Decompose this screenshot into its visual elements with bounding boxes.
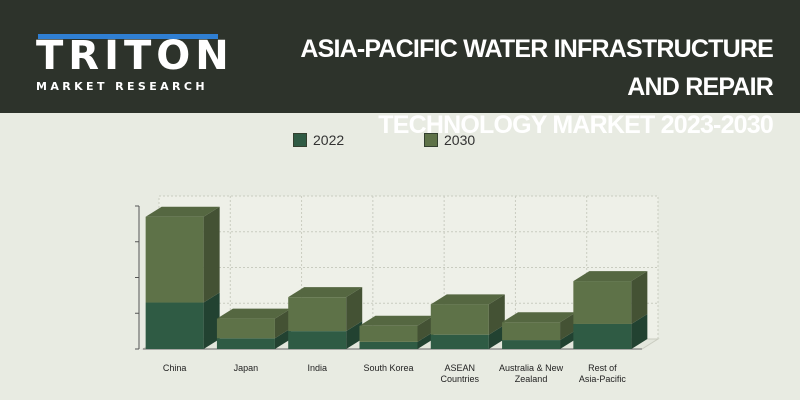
x-tick-label-line: Australia & New xyxy=(499,363,564,373)
bar-2022-side xyxy=(203,292,220,349)
bar-2030-top xyxy=(216,308,291,319)
bar-2030-side xyxy=(346,287,363,332)
bar-2022-side xyxy=(560,330,577,349)
bar-2030-front xyxy=(502,322,561,341)
bar-2022-side xyxy=(488,324,505,349)
bar-2030-side xyxy=(488,294,505,335)
bar-2022-front xyxy=(145,302,204,349)
x-tick-label: Australia & New Zealand xyxy=(499,363,564,384)
bar-2022-front xyxy=(573,323,632,349)
triton-logo: TRITON MARKET RESEARCH xyxy=(36,34,229,96)
legend-swatch-2022 xyxy=(293,133,307,147)
bar-2030-top xyxy=(288,287,363,298)
bar-2022-front xyxy=(502,340,561,349)
bar-2030-side xyxy=(560,312,577,341)
chart-title-line-2: TECHNOLOGY MARKET 2023-2030 xyxy=(378,111,774,139)
bar-2030-top xyxy=(502,312,577,323)
bar-2030-top xyxy=(359,315,434,326)
x-tick-label-line: Japan xyxy=(234,363,259,373)
bar-2030-front xyxy=(216,318,275,339)
bar-2030-front xyxy=(288,297,347,332)
x-tick-label-line: Rest of xyxy=(588,363,617,373)
x-tick-label: ASEAN Countries xyxy=(441,363,480,384)
chart-title-line-1: ASIA-PACIFIC WATER INFRASTRUCTURE AND RE… xyxy=(300,35,773,101)
header-banner: TRITON MARKET RESEARCH ASIA-PACIFIC WATE… xyxy=(0,0,800,139)
x-tick-label: China xyxy=(163,363,187,373)
bar-2030-side xyxy=(417,315,434,342)
bar-2022-side xyxy=(346,321,363,349)
bar-2022-front xyxy=(288,331,347,349)
legend-swatch-2030 xyxy=(424,133,438,147)
x-tick-label: Rest of Asia-Pacific xyxy=(579,363,627,384)
x-tick-label-line: Countries xyxy=(441,374,480,384)
bar-2022-side xyxy=(631,313,648,349)
x-tick-label-line: China xyxy=(163,363,187,373)
x-tick-label-line: Zealand xyxy=(515,374,548,384)
bar-2022-front xyxy=(216,338,275,349)
legend-label-2030: 2030 xyxy=(444,132,476,148)
x-tick-label-line: ASEAN xyxy=(445,363,476,373)
bar-2030-side xyxy=(203,206,220,303)
x-tick-label-line: South Korea xyxy=(363,363,413,373)
bar-2030-side xyxy=(274,308,291,339)
bar-2030-side xyxy=(631,271,648,324)
bar-2030-front xyxy=(145,216,204,303)
legend-label-2022: 2022 xyxy=(313,132,345,148)
bar-2022-side xyxy=(417,331,434,349)
bar-2022-front xyxy=(359,341,418,349)
logo-wordmark: TRITON xyxy=(36,33,234,79)
x-tick-label: South Korea xyxy=(363,363,413,373)
bar-2030-front xyxy=(573,281,632,324)
bar-2030-top xyxy=(145,206,220,217)
x-tick-label: India xyxy=(307,363,327,373)
logo-accent-bar xyxy=(38,34,218,39)
x-tick-label-line: Asia-Pacific xyxy=(579,374,627,384)
bar-2030-front xyxy=(430,304,489,335)
bar-2022-side xyxy=(274,328,291,349)
bar-2030-top xyxy=(430,294,505,305)
bar-2030-top xyxy=(573,271,648,282)
bar-2022-front xyxy=(430,334,489,349)
bar-2030-front xyxy=(359,325,418,342)
logo-subtitle: MARKET RESEARCH xyxy=(36,80,208,93)
x-tick-label: Japan xyxy=(234,363,259,373)
x-tick-label-line: India xyxy=(307,363,327,373)
chart-title: ASIA-PACIFIC WATER INFRASTRUCTURE AND RE… xyxy=(253,30,773,144)
